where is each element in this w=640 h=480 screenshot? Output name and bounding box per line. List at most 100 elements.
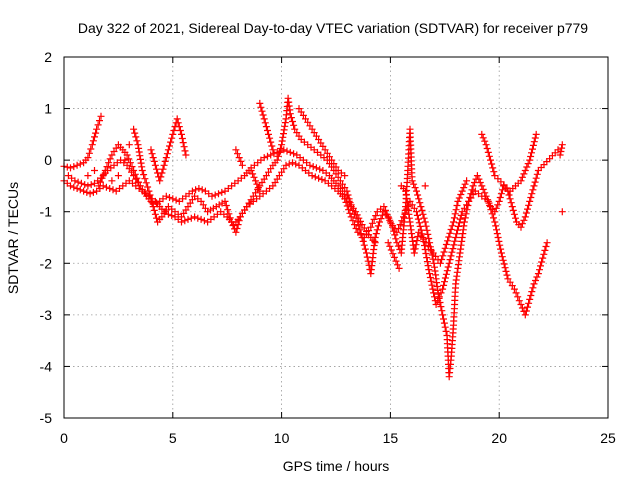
data-point xyxy=(226,214,234,222)
data-point xyxy=(233,225,241,232)
data-point xyxy=(277,147,284,155)
data-point xyxy=(442,327,450,335)
data-point xyxy=(168,134,176,142)
data-point xyxy=(318,176,326,183)
data-point xyxy=(423,258,431,266)
data-point xyxy=(429,285,437,293)
data-point xyxy=(138,167,146,174)
data-point xyxy=(382,206,389,214)
data-point xyxy=(447,252,455,260)
data-point xyxy=(454,226,461,234)
data-point xyxy=(506,195,514,203)
x-tick-label: 10 xyxy=(274,430,290,446)
data-point xyxy=(543,239,551,247)
data-point xyxy=(268,142,276,150)
data-point xyxy=(211,191,219,199)
data-point xyxy=(494,234,502,241)
data-point xyxy=(192,186,200,194)
data-point xyxy=(499,256,507,264)
data-point xyxy=(439,311,447,319)
data-point xyxy=(290,150,298,158)
data-point xyxy=(174,119,182,127)
data-point xyxy=(215,190,222,198)
data-point xyxy=(306,161,314,169)
data-point xyxy=(461,214,469,222)
data-point xyxy=(74,178,82,186)
data-point xyxy=(235,154,243,162)
data-point xyxy=(376,218,383,226)
data-point xyxy=(468,186,476,194)
data-point xyxy=(363,249,370,257)
data-point xyxy=(481,137,489,145)
data-point xyxy=(179,139,187,147)
data-point xyxy=(373,226,381,234)
data-point xyxy=(447,226,455,233)
data-point xyxy=(452,206,460,214)
data-point xyxy=(439,285,447,293)
data-point xyxy=(250,173,258,181)
data-point xyxy=(130,125,138,133)
data-point xyxy=(525,201,533,209)
data-point xyxy=(496,241,504,249)
data-point xyxy=(527,292,535,299)
data-point xyxy=(97,112,105,120)
data-point xyxy=(77,179,85,187)
data-point xyxy=(439,252,447,260)
data-point xyxy=(253,180,261,188)
data-point xyxy=(125,155,133,163)
grid xyxy=(63,56,609,419)
data-point xyxy=(408,177,416,185)
y-tick-label: -5 xyxy=(40,410,53,426)
data-point xyxy=(109,186,117,194)
data-point xyxy=(352,225,360,232)
data-point xyxy=(529,145,536,153)
data-point xyxy=(423,254,431,262)
data-point xyxy=(497,245,505,253)
data-point xyxy=(393,239,401,247)
data-point xyxy=(413,211,421,219)
data-point xyxy=(514,293,522,301)
data-point xyxy=(131,129,139,137)
data-point xyxy=(442,241,450,248)
data-points xyxy=(60,94,566,381)
data-point xyxy=(426,270,434,278)
x-tick-label: 20 xyxy=(491,430,507,446)
data-point xyxy=(377,215,385,223)
data-point xyxy=(494,175,502,183)
data-point xyxy=(395,225,403,232)
data-point xyxy=(498,253,506,261)
data-point xyxy=(108,177,116,185)
data-point xyxy=(414,233,422,240)
data-point xyxy=(259,111,267,119)
data-point xyxy=(521,311,529,319)
x-tick-label: 25 xyxy=(600,430,616,446)
data-point xyxy=(453,230,461,238)
data-point xyxy=(524,303,531,311)
data-point xyxy=(151,161,159,169)
data-point xyxy=(87,181,95,189)
data-point xyxy=(162,154,170,162)
data-point xyxy=(282,161,290,169)
data-point xyxy=(533,273,541,281)
data-point xyxy=(527,153,535,160)
data-point xyxy=(359,237,367,245)
data-point xyxy=(457,211,465,219)
data-point xyxy=(475,175,483,183)
data-point xyxy=(526,197,534,205)
y-axis: 2 1 0 -1 -2 -3 -4 -5 xyxy=(40,49,53,426)
data-point xyxy=(446,229,454,237)
data-point xyxy=(167,138,175,146)
data-point xyxy=(424,262,432,270)
data-point xyxy=(449,245,457,253)
data-point xyxy=(76,186,84,194)
data-point xyxy=(416,222,424,230)
data-point xyxy=(400,213,407,221)
data-point xyxy=(411,184,419,192)
data-point xyxy=(476,179,484,186)
data-point xyxy=(436,259,444,267)
data-point xyxy=(495,237,503,245)
data-point xyxy=(84,154,92,162)
data-point xyxy=(70,183,78,191)
data-point xyxy=(541,246,549,254)
data-point xyxy=(166,142,173,150)
